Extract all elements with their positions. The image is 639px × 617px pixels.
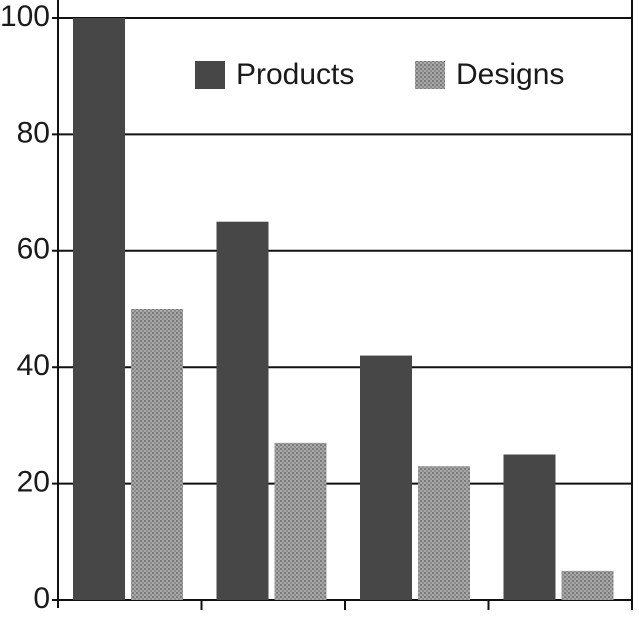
legend-swatch	[195, 61, 225, 89]
bar	[131, 309, 183, 600]
y-tick-label: 20	[17, 466, 50, 499]
legend-label: Designs	[456, 58, 564, 91]
bar	[360, 355, 412, 600]
bar	[216, 221, 269, 600]
bar	[73, 18, 125, 600]
legend-label: Products	[236, 58, 354, 91]
y-tick-label: 60	[17, 233, 50, 266]
bar	[561, 570, 614, 600]
bar	[503, 454, 556, 600]
bar	[418, 466, 470, 600]
legend-swatch	[415, 61, 445, 89]
y-tick-label: 40	[17, 349, 50, 382]
y-tick-label: 0	[33, 582, 50, 615]
bar	[274, 442, 327, 600]
y-tick-label: 80	[17, 116, 50, 149]
y-tick-label: 100	[0, 0, 50, 33]
